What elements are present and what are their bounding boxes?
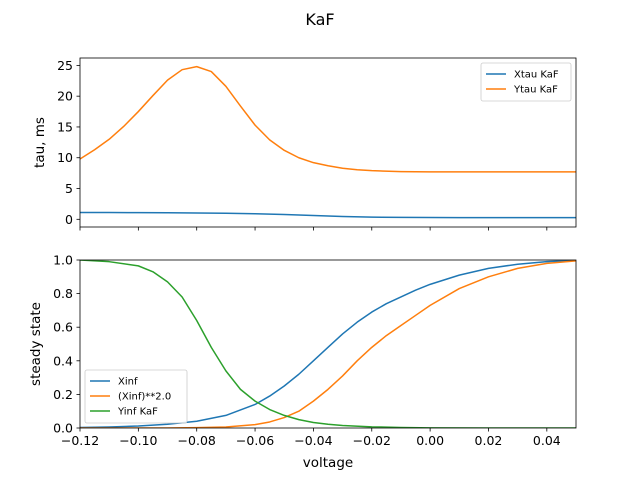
y-tick-label: 0.0 (53, 421, 73, 436)
y-axis-label-1: steady state (28, 302, 44, 386)
x-tick-label: −0.08 (178, 433, 216, 448)
legend-box (84, 369, 188, 424)
x-axis-label: voltage (303, 455, 353, 471)
x-tick-label: −0.12 (61, 433, 99, 448)
figure-title: KaF (305, 10, 334, 29)
legend-label: Ytau KaF (513, 85, 558, 96)
y-tick-label: 0.2 (53, 387, 73, 402)
legend-label: Yinf KaF (117, 407, 158, 418)
series-line-0-1 (80, 65, 576, 173)
x-tick-label: −0.04 (294, 433, 332, 448)
x-tick-label: 0.00 (416, 433, 444, 448)
series-line-1-0 (80, 260, 576, 428)
legend-1: Xinf (Xinf)**2.0 Yinf KaF (84, 369, 188, 424)
x-tick-label: 0.04 (533, 433, 561, 448)
x-tick-label: −0.06 (236, 433, 274, 448)
steady-state-panel: −0.12 −0.10 −0.08 −0.06 −0.04 −0.02 0.00 0.02 0.… (28, 253, 577, 448)
y-tick-label: 20 (57, 89, 73, 104)
axes-frame-0 (79, 57, 577, 228)
y-tick-label: 25 (57, 58, 73, 73)
y-tick-label: 0.4 (53, 353, 73, 368)
y-tick-label: 0 (65, 212, 73, 227)
legend-label: Xtau KaF (514, 70, 559, 81)
legend-label: Xinf (118, 377, 138, 388)
legend-label: (Xinf)**2.0 (118, 392, 171, 403)
y-tick-label: 0.8 (53, 286, 73, 301)
y-tick-label: 5 (65, 181, 73, 196)
y-tick-label: 15 (57, 119, 73, 134)
y-axis-label-0: tau, ms (32, 117, 48, 168)
y-tick-label: 0.6 (53, 320, 73, 335)
axes-frame-1 (79, 259, 577, 429)
series-line-1-2 (80, 260, 576, 428)
y-tick-label: 10 (57, 150, 73, 165)
tau-panel: 0 5 10 15 20 25 tau, ms Xtau KaF Ytau KaF (32, 57, 577, 231)
x-tick-label: −0.10 (119, 433, 157, 448)
y-tick-label: 1.0 (53, 253, 73, 268)
legend-0: Xtau KaF Ytau KaF (480, 62, 572, 102)
series-line-0-0 (80, 211, 576, 219)
x-tick-label: −0.02 (353, 433, 391, 448)
x-tick-label: 0.02 (475, 433, 503, 448)
legend-box (480, 62, 572, 102)
